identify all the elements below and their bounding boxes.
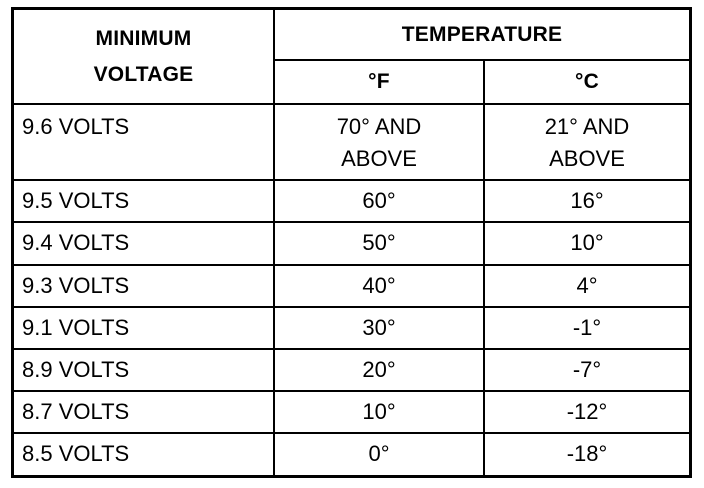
voltage-cell: 9.1 VOLTS — [14, 305, 275, 350]
table-row: 9.6 VOLTS 70° AND ABOVE 21° AND ABOVE — [14, 103, 690, 182]
header-row-top: MINIMUM VOLTAGE TEMPERATURE — [14, 10, 690, 106]
header-minimum-line1: MINIMUM — [95, 26, 192, 50]
voltage-temperature-table-frame: MINIMUM VOLTAGE TEMPERATURE °F °C 9.6 VO… — [11, 7, 692, 478]
header-unit-celsius: °C — [482, 59, 690, 106]
fahrenheit-cell: 60° — [273, 179, 485, 224]
fahrenheit-cell: 70° AND ABOVE — [273, 103, 485, 182]
header-minimum-line2: VOLTAGE — [93, 62, 194, 86]
celsius-cell: -7° — [482, 347, 690, 392]
fahrenheit-cell: 20° — [273, 347, 485, 392]
celsius-cell: -18° — [482, 431, 690, 475]
voltage-cell: 9.4 VOLTS — [14, 221, 275, 266]
table-row: 9.1 VOLTS 30° -1° — [14, 305, 690, 350]
voltage-cell: 8.9 VOLTS — [14, 347, 275, 392]
celsius-cell: 4° — [482, 263, 690, 308]
voltage-cell: 9.5 VOLTS — [14, 179, 275, 224]
table-row: 8.9 VOLTS 20° -7° — [14, 347, 690, 392]
header-temperature: TEMPERATURE — [272, 10, 690, 62]
celsius-cell: 10° — [482, 221, 690, 266]
voltage-cell: 9.6 VOLTS — [14, 103, 275, 182]
header-minimum-voltage: MINIMUM VOLTAGE — [14, 10, 275, 106]
table-row: 9.4 VOLTS 50° 10° — [14, 221, 690, 266]
table-row: 8.5 VOLTS 0° -18° — [14, 431, 690, 475]
fahrenheit-cell: 50° — [273, 221, 485, 266]
celsius-cell: -12° — [482, 389, 690, 434]
celsius-cell: -1° — [482, 305, 690, 350]
table-row: 9.5 VOLTS 60° 16° — [14, 179, 690, 224]
celsius-cell: 21° AND ABOVE — [482, 103, 690, 182]
fahrenheit-line1: 70° AND — [336, 114, 422, 140]
voltage-cell: 8.5 VOLTS — [14, 431, 275, 475]
header-unit-fahrenheit: °F — [274, 59, 485, 106]
celsius-line1: 21° AND — [544, 114, 630, 140]
celsius-line2: ABOVE — [549, 146, 625, 172]
header-row-units: °F °C — [14, 59, 690, 106]
voltage-cell: 8.7 VOLTS — [14, 389, 275, 434]
table-row: 9.3 VOLTS 40° 4° — [14, 263, 690, 308]
fahrenheit-line2: ABOVE — [341, 146, 417, 172]
fahrenheit-cell: 0° — [273, 431, 485, 475]
fahrenheit-cell: 40° — [273, 263, 485, 308]
table-row: 8.7 VOLTS 10° -12° — [14, 389, 690, 434]
fahrenheit-cell: 10° — [273, 389, 485, 434]
voltage-temperature-table: MINIMUM VOLTAGE TEMPERATURE °F °C 9.6 VO… — [14, 10, 690, 475]
voltage-cell: 9.3 VOLTS — [14, 263, 275, 308]
fahrenheit-cell: 30° — [273, 305, 485, 350]
celsius-cell: 16° — [482, 179, 690, 224]
